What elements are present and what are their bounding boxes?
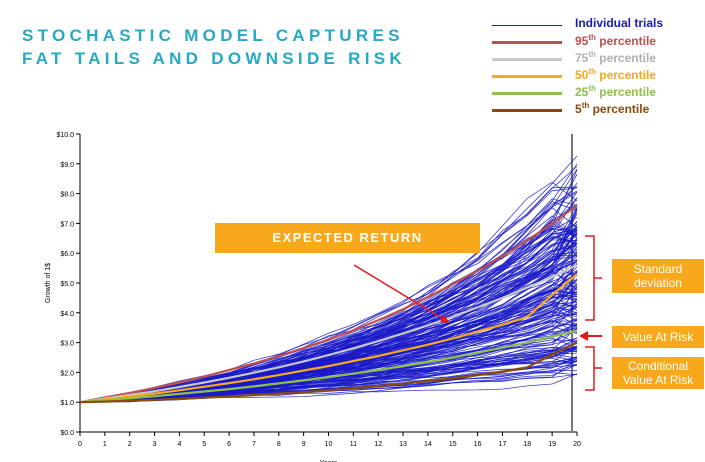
percentile-line [79, 329, 578, 404]
x-tick-label: 0 [78, 441, 82, 448]
y-tick-label: $4.0 [60, 311, 74, 318]
legend-item: 75th percentile [492, 49, 702, 66]
legend-swatch [492, 41, 562, 44]
trial-line [79, 230, 578, 403]
y-tick-label: $6.0 [60, 251, 74, 258]
y-axis-label: Growth of 1$ [45, 263, 52, 303]
legend-item: 25th percentile [492, 83, 702, 100]
legend-label: 50th percentile [575, 67, 656, 82]
legend-swatch [492, 109, 562, 112]
x-tick-label: 4 [177, 441, 181, 448]
x-tick-label: 5 [202, 441, 206, 448]
x-tick-label: 16 [474, 441, 482, 448]
legend-label: 75th percentile [575, 50, 656, 65]
page-title: STOCHASTIC MODEL CAPTURES FAT TAILS AND … [22, 24, 406, 70]
x-tick-label: 9 [302, 441, 306, 448]
percentile-line [79, 264, 578, 404]
y-tick-label: $0.0 [60, 430, 74, 437]
sd-bracket [585, 235, 595, 321]
cvar-bracket [585, 346, 595, 391]
percentile-line [79, 273, 578, 404]
x-tick-label: 18 [523, 441, 531, 448]
percentile-line [79, 341, 578, 404]
x-tick-label: 20 [573, 441, 581, 448]
trial-line [79, 345, 578, 403]
legend-item: Individual trials [492, 15, 702, 32]
y-tick-label: $10.0 [56, 132, 74, 139]
legend-label: 25th percentile [575, 84, 656, 99]
y-tick-label: $7.0 [60, 221, 74, 228]
legend-swatch [492, 92, 562, 95]
x-tick-label: 8 [277, 441, 281, 448]
x-tick-label: 11 [350, 441, 357, 448]
legend-label: 5th percentile [575, 101, 650, 116]
x-tick-label: 15 [449, 441, 457, 448]
x-tick-label: 3 [153, 441, 157, 448]
legend-item: 50th percentile [492, 66, 702, 83]
x-tick-label: 17 [499, 441, 507, 448]
var-arrowhead [579, 331, 588, 341]
legend-label: Individual trials [575, 16, 664, 30]
trial-line [79, 341, 578, 403]
y-tick-label: $3.0 [60, 341, 74, 348]
standard-deviation-callout: Standard deviation [612, 259, 704, 293]
legend-item: 5th percentile [492, 100, 702, 117]
legend-item: 95th percentile [492, 32, 702, 49]
x-tick-label: 12 [374, 441, 382, 448]
x-tick-label: 13 [399, 441, 407, 448]
x-tick-label: 2 [128, 441, 132, 448]
value-at-risk-callout: Value At Risk [612, 326, 704, 348]
legend-swatch [492, 75, 562, 78]
legend: Individual trials 95th percentile 75th per… [492, 15, 702, 117]
y-tick-label: $8.0 [60, 192, 74, 199]
x-tick-label: 19 [548, 441, 556, 448]
expected-return-arrow [353, 264, 446, 321]
x-tick-label: 6 [227, 441, 231, 448]
y-tick-label: $5.0 [60, 281, 74, 288]
y-tick-label: $2.0 [60, 370, 74, 377]
y-tick-label: $9.0 [60, 162, 74, 169]
x-tick-label: 10 [325, 441, 333, 448]
y-tick-label: $1.0 [60, 400, 74, 407]
legend-swatch [492, 25, 562, 26]
x-tick-label: 7 [252, 441, 256, 448]
legend-label: 95th percentile [575, 33, 656, 48]
expected-return-arrowhead [440, 315, 450, 323]
title-line-2: FAT TAILS AND DOWNSIDE RISK [22, 49, 406, 68]
conditional-var-callout: Conditional Value At Risk [612, 357, 704, 389]
title-line-1: STOCHASTIC MODEL CAPTURES [22, 26, 404, 45]
x-tick-label: 14 [424, 441, 432, 448]
percentile-line [79, 204, 578, 404]
x-axis-label: Years [320, 460, 338, 462]
legend-swatch [492, 58, 562, 61]
x-tick-label: 1 [103, 441, 107, 448]
expected-return-callout: EXPECTED RETURN [215, 223, 480, 253]
